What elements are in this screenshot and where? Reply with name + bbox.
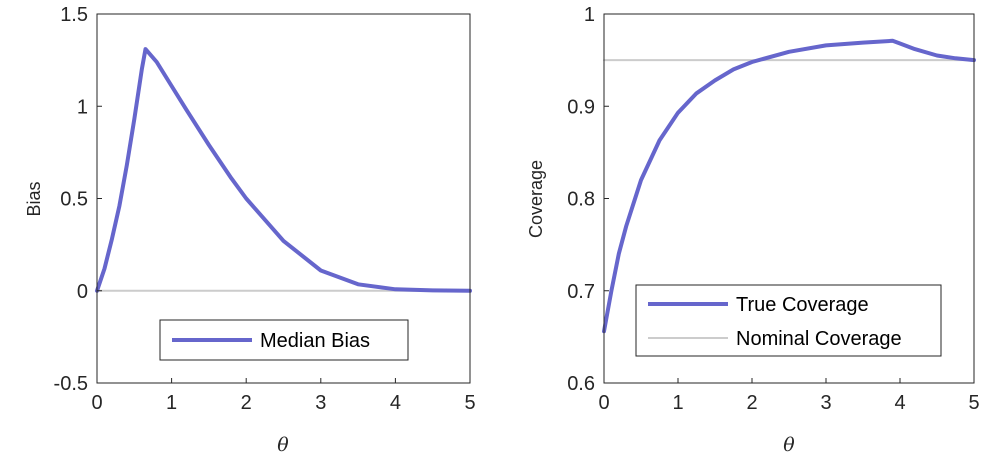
y-tick-label: 1 <box>77 96 88 118</box>
y-tick-label: 0.8 <box>567 189 595 211</box>
x-tick-label: 2 <box>746 392 757 414</box>
y-tick-label: 0 <box>77 281 88 303</box>
coverage-x-axis-label: θ <box>783 434 795 456</box>
x-tick-label: 1 <box>166 392 177 414</box>
y-tick-label: 0.7 <box>567 281 595 303</box>
coverage-y-axis-label: Coverage <box>526 160 546 238</box>
y-tick-label: 1 <box>584 4 595 26</box>
coverage-legend-box <box>635 284 942 357</box>
x-tick-label: 4 <box>390 392 401 414</box>
y-tick-label: -0.5 <box>54 373 88 395</box>
x-tick-label: 2 <box>241 392 252 414</box>
legend-label-median-bias: Median Bias <box>260 330 370 352</box>
bias-x-axis-label: θ <box>277 434 289 456</box>
series-line-median-bias <box>95 47 472 293</box>
x-tick-label: 4 <box>894 392 905 414</box>
bias-panel: 0 1 2 3 4 5-0.500.511.5 Bias θ Median Bias <box>24 4 476 456</box>
y-tick-label: 0.5 <box>60 189 88 211</box>
x-tick-label: 5 <box>968 392 979 414</box>
y-tick-label: 0.6 <box>567 373 595 395</box>
y-tick-label: 1.5 <box>60 4 88 26</box>
x-tick-label: 0 <box>91 392 102 414</box>
series-line-true-coverage <box>602 38 976 334</box>
y-tick-label: 0.9 <box>567 96 595 118</box>
x-tick-label: 5 <box>464 392 475 414</box>
x-tick-label: 1 <box>672 392 683 414</box>
coverage-panel: 0 1 2 3 4 5 0.6 0.7 0.8 0.9 1 Coverage θ True Cove… <box>526 4 980 456</box>
coverage-legend: True Coverage Nominal Coverage <box>635 284 942 357</box>
bias-legend: Median Bias <box>159 319 409 361</box>
x-tick-label: 3 <box>315 392 326 414</box>
legend-label-true-coverage: True Coverage <box>736 294 869 316</box>
x-tick-label: 3 <box>820 392 831 414</box>
x-tick-label: 0 <box>598 392 609 414</box>
bias-y-axis-label: Bias <box>24 181 44 216</box>
legend-label-nominal-coverage: Nominal Coverage <box>736 328 902 350</box>
